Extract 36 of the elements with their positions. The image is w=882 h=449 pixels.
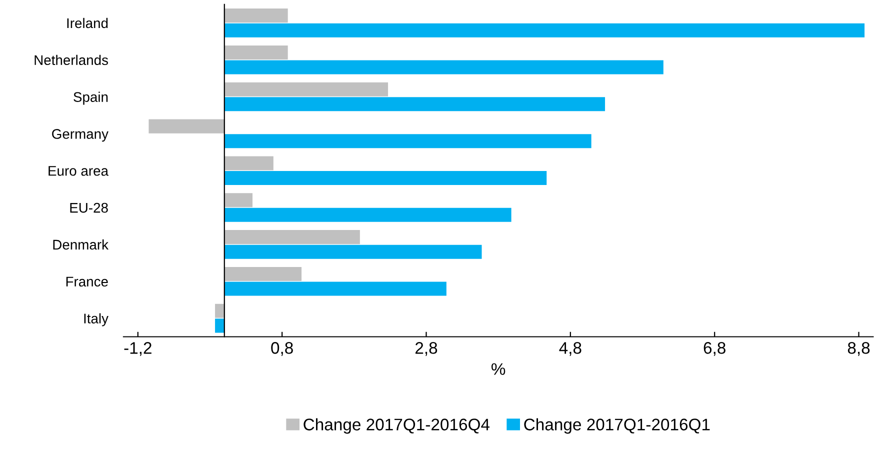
bar — [224, 8, 288, 23]
x-tick-label: 4,8 — [559, 342, 582, 356]
bar — [224, 244, 482, 259]
bar — [215, 318, 224, 333]
bar — [148, 119, 224, 134]
bar — [224, 193, 253, 208]
x-tick-label: 8,8 — [848, 342, 870, 356]
bar — [224, 97, 606, 112]
y-tick-label: Euro area — [48, 166, 108, 176]
bar — [215, 304, 224, 318]
x-tick-label: 2,8 — [416, 342, 438, 356]
y-tick-label: Ireland — [67, 18, 108, 28]
bar — [224, 134, 592, 148]
y-tick-label: Spain — [74, 92, 108, 105]
y-tick-label: Italy — [84, 313, 108, 326]
y-tick-label: France — [66, 276, 108, 287]
y-tick-label: Germany — [52, 129, 108, 142]
x-tick-label: 0,8 — [271, 342, 293, 356]
y-tick-label: Denmark — [53, 239, 109, 250]
x-axis-title: % — [492, 363, 506, 375]
bar — [224, 23, 865, 38]
y-tick-label: Netherlands — [34, 54, 108, 66]
x-tick-label: -1,2 — [124, 342, 152, 356]
bar — [224, 170, 547, 186]
bar — [224, 60, 664, 74]
bar — [224, 282, 446, 296]
bar — [224, 45, 288, 60]
x-tick-label: 6,8 — [704, 342, 726, 356]
bar — [224, 266, 302, 282]
y-tick-label: EU-28 — [70, 202, 108, 213]
legend-label: Change 2017Q1-2016Q4 — [304, 418, 490, 434]
bar — [224, 82, 388, 96]
bar — [224, 230, 360, 244]
bar — [224, 208, 512, 222]
bar — [224, 156, 274, 170]
legend-label: Change 2017Q1-2016Q1 — [524, 418, 710, 434]
